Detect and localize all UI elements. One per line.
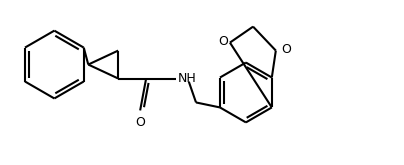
Text: O: O <box>135 116 145 129</box>
Text: O: O <box>281 43 291 56</box>
Text: NH: NH <box>178 72 197 85</box>
Text: O: O <box>218 35 228 48</box>
